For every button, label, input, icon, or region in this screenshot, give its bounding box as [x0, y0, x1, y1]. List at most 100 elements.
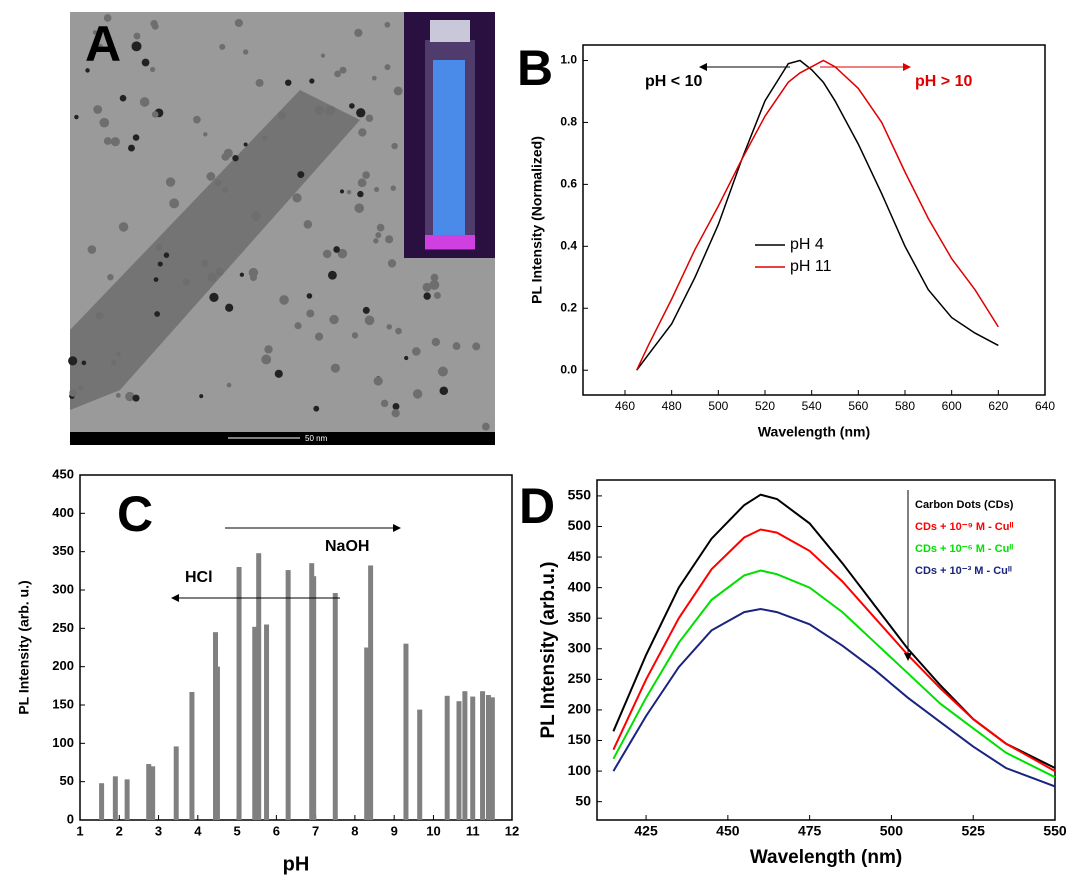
bar: [470, 696, 476, 820]
plot-frame: [582, 44, 1046, 396]
legend-label: CDs + 10⁻³ M - Cuᴵᴵ: [915, 565, 1012, 577]
bar: [480, 691, 486, 820]
line: [636, 59, 999, 371]
annotation: pH < 10: [645, 73, 702, 90]
bar: [150, 766, 156, 820]
x-tick-label: 4: [194, 823, 202, 838]
y-tick-label: 0.0: [560, 362, 577, 376]
x-tick-label: 8: [351, 823, 358, 838]
y-tick-label: 500: [568, 517, 592, 533]
y-axis-label: PL Intensity (arb. u.): [16, 580, 32, 714]
x-tick-label: 560: [848, 399, 868, 413]
x-tick-label: 1: [76, 823, 83, 838]
y-tick-label: 100: [568, 762, 592, 778]
y-tick-label: 250: [52, 620, 74, 635]
plot-frame: [596, 479, 1056, 821]
x-tick-label: 12: [505, 823, 519, 838]
scale-bar-label: 50 nm: [305, 434, 328, 443]
legend-label: Carbon Dots (CDs): [915, 499, 1014, 511]
y-tick-label: 0.4: [560, 238, 577, 252]
y-tick-label: 1.0: [560, 53, 577, 67]
y-tick-label: 400: [568, 578, 592, 594]
y-tick-label: 250: [568, 670, 592, 686]
y-tick-label: 550: [568, 487, 592, 503]
legend-label: CDs + 10⁻⁹ M - Cuᴵᴵ: [915, 521, 1013, 533]
plot-frame: [79, 474, 513, 821]
bar: [485, 695, 491, 820]
legend-label: CDs + 10⁻⁶ M - Cuᴵᴵ: [915, 543, 1013, 555]
x-tick-label: 460: [615, 399, 635, 413]
x-tick-label: 520: [755, 399, 775, 413]
bar: [462, 691, 468, 820]
line: [612, 528, 1056, 772]
x-tick-label: 540: [802, 399, 822, 413]
y-tick-label: 150: [52, 696, 74, 711]
bar: [124, 779, 130, 820]
y-tick-label: 350: [52, 543, 74, 558]
y-tick-label: 400: [52, 505, 74, 520]
legend-label: pH 11: [790, 258, 832, 275]
bar: [403, 643, 409, 820]
line: [612, 493, 1056, 769]
y-tick-label: 300: [52, 581, 74, 596]
y-tick-label: 0.8: [560, 115, 577, 129]
x-tick-label: 620: [988, 399, 1008, 413]
x-tick-label: 10: [426, 823, 440, 838]
y-tick-label: 100: [52, 735, 74, 750]
panel-label: A: [85, 16, 121, 72]
x-tick-label: 480: [662, 399, 682, 413]
line: [636, 59, 999, 371]
y-tick-label: 200: [52, 658, 74, 673]
x-tick-label: 5: [233, 823, 240, 838]
x-tick-label: 500: [708, 399, 728, 413]
bar: [99, 783, 105, 820]
bar: [417, 709, 423, 820]
annotation: pH > 10: [915, 73, 972, 90]
x-tick-label: 580: [895, 399, 915, 413]
y-tick-label: 200: [568, 701, 592, 717]
x-tick-label: 450: [716, 823, 740, 839]
y-tick-label: 300: [568, 639, 592, 655]
bar: [332, 593, 338, 820]
y-tick-label: 50: [575, 792, 591, 808]
bar: [444, 695, 450, 820]
x-tick-label: 600: [942, 399, 962, 413]
annotation: HCl: [185, 569, 213, 586]
bar: [456, 701, 462, 820]
y-tick-label: 450: [52, 466, 74, 481]
y-axis-label: PL Intensity (arb.u.): [538, 561, 559, 738]
panel-label: C: [117, 486, 153, 542]
bar: [364, 647, 370, 820]
x-tick-label: 2: [116, 823, 123, 838]
bar: [189, 691, 195, 820]
legend-label: pH 4: [790, 236, 824, 253]
y-tick-label: 0: [67, 811, 74, 826]
y-tick-label: 350: [568, 609, 592, 625]
bar: [368, 565, 374, 820]
bar: [173, 746, 179, 820]
x-tick-label: 425: [634, 823, 658, 839]
y-tick-label: 0.2: [560, 300, 577, 314]
bar: [146, 764, 152, 820]
x-tick-label: 7: [312, 823, 319, 838]
panel-label: D: [519, 478, 555, 534]
x-tick-label: 475: [798, 823, 822, 839]
x-axis-label: Wavelength (nm): [758, 424, 870, 440]
bar: [489, 697, 495, 820]
x-tick-label: 500: [880, 823, 904, 839]
bar: [214, 666, 220, 820]
y-axis-label: PL Intensity (Normalized): [529, 136, 545, 304]
y-tick-label: 50: [60, 773, 74, 788]
panel-label: B: [517, 40, 553, 96]
bar: [264, 624, 270, 820]
tem-image: 50 nm A: [68, 12, 495, 445]
x-tick-label: 9: [391, 823, 398, 838]
bar: [252, 626, 258, 820]
bar: [236, 567, 242, 820]
x-tick-label: 11: [466, 823, 480, 838]
x-tick-label: 525: [962, 823, 986, 839]
bar: [285, 570, 291, 820]
x-tick-label: 6: [273, 823, 280, 838]
y-tick-label: 450: [568, 548, 592, 564]
